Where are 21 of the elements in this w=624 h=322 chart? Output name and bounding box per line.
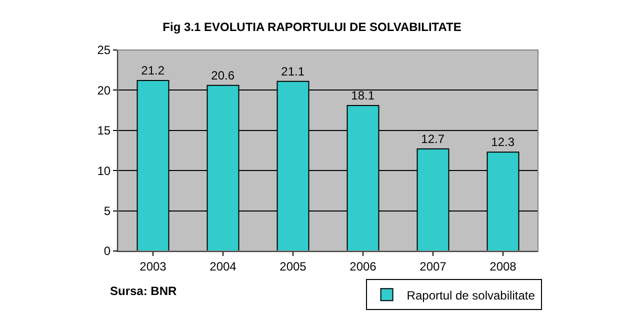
y-tick-label: 5 [104,204,111,218]
data-label: 21.1 [281,64,305,78]
x-tick-label: 2007 [420,259,447,274]
data-label: 12.7 [421,132,445,146]
data-label: 18.1 [351,88,375,102]
data-label: 20.6 [211,68,235,82]
x-tick-label: 2005 [280,259,307,274]
text: Sursa: BNR [110,284,178,298]
y-tick-label: 15 [97,124,111,138]
y-tick-label: 0 [104,244,111,258]
x-tick-label: 2006 [350,259,377,274]
y-tick-label: 10 [97,164,111,178]
y-tick-label: 20 [97,83,111,98]
y-tick-label: 25 [97,43,111,58]
x-tick-label: 2003 [140,259,167,274]
chart-title: Fig 3.1 EVOLUTIA RAPORTULUI DE SOLVABILITATE [162,20,462,34]
x-tick-label: 2004 [210,259,237,274]
data-label: 12.3 [491,135,515,150]
legend-label: Raportul de solvabilitate [406,288,536,302]
x-tick-label: 2008 [490,259,517,274]
data-label: 21.2 [141,64,165,78]
